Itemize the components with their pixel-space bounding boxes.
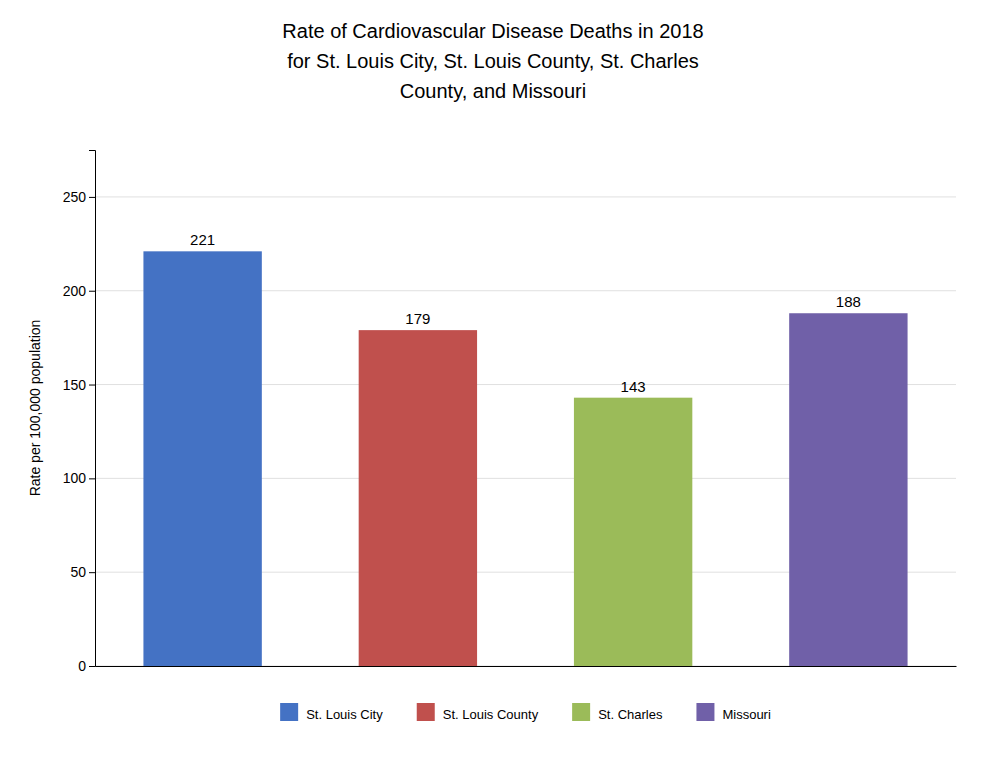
- legend-label: St. Louis County: [443, 707, 539, 722]
- y-tick-mark: [89, 666, 95, 667]
- y-tick: 0: [78, 658, 95, 674]
- title-line: County, and Missouri: [400, 80, 586, 102]
- y-tick-label: 150: [63, 377, 87, 393]
- y-tick: 100: [63, 470, 95, 486]
- legend-swatch: [572, 703, 590, 721]
- bar: [143, 251, 261, 666]
- title-line: Rate of Cardiovascular Disease Deaths in…: [282, 20, 703, 42]
- bar: [574, 398, 692, 666]
- chart: 0 50 100 150 200 250 221 179 143 188 Rate per 100,…: [0, 0, 986, 766]
- legend-label: St. Louis City: [306, 707, 383, 722]
- y-tick-mark: [89, 572, 95, 573]
- legend-label: Missouri: [722, 707, 771, 722]
- y-tick: 50: [70, 564, 95, 580]
- y-tick-label: 200: [63, 283, 87, 299]
- data-label: 179: [405, 310, 430, 327]
- y-tick-mark: [89, 291, 95, 292]
- title: Rate of Cardiovascular Disease Deaths in…: [282, 20, 703, 102]
- bar: [789, 313, 907, 666]
- y-tick: 150: [63, 377, 95, 393]
- y-tick-mark: [89, 478, 95, 479]
- y-axis-line: [89, 151, 96, 667]
- data-label: 143: [621, 378, 646, 395]
- y-axis-title: Rate per 100,000 population: [27, 320, 43, 497]
- legend: St. Louis City St. Louis County St. Charle…: [280, 703, 771, 722]
- bar: [359, 330, 477, 666]
- legend-swatch: [280, 703, 298, 721]
- data-label: 188: [836, 293, 861, 310]
- grid-line: [95, 196, 956, 197]
- legend-label: St. Charles: [598, 707, 663, 722]
- legend-item: St. Louis County: [417, 703, 539, 722]
- y-tick-label: 100: [63, 470, 87, 486]
- legend-item: Missouri: [696, 703, 771, 722]
- bars: [143, 251, 907, 666]
- plot: 0 50 100 150 200 250 221 179 143 188: [63, 151, 957, 674]
- data-label: 221: [190, 231, 215, 248]
- data-labels: 221 179 143 188: [190, 231, 861, 394]
- y-tick: 250: [63, 189, 95, 205]
- legend-item: St. Louis City: [280, 703, 383, 722]
- y-axis: 0 50 100 150 200 250: [63, 151, 96, 674]
- y-tick: 200: [63, 283, 95, 299]
- x-axis-line: [96, 666, 957, 667]
- y-tick-mark: [89, 197, 95, 198]
- y-tick-label: 50: [70, 564, 86, 580]
- legend-swatch: [696, 703, 714, 721]
- legend-item: St. Charles: [572, 703, 663, 722]
- y-tick-mark: [89, 385, 95, 386]
- y-tick-label: 250: [63, 189, 87, 205]
- y-tick-label: 0: [78, 658, 86, 674]
- x-axis: [96, 666, 957, 667]
- legend-swatch: [417, 703, 435, 721]
- title-line: for St. Louis City, St. Louis County, St…: [287, 50, 699, 72]
- grid: [95, 197, 956, 666]
